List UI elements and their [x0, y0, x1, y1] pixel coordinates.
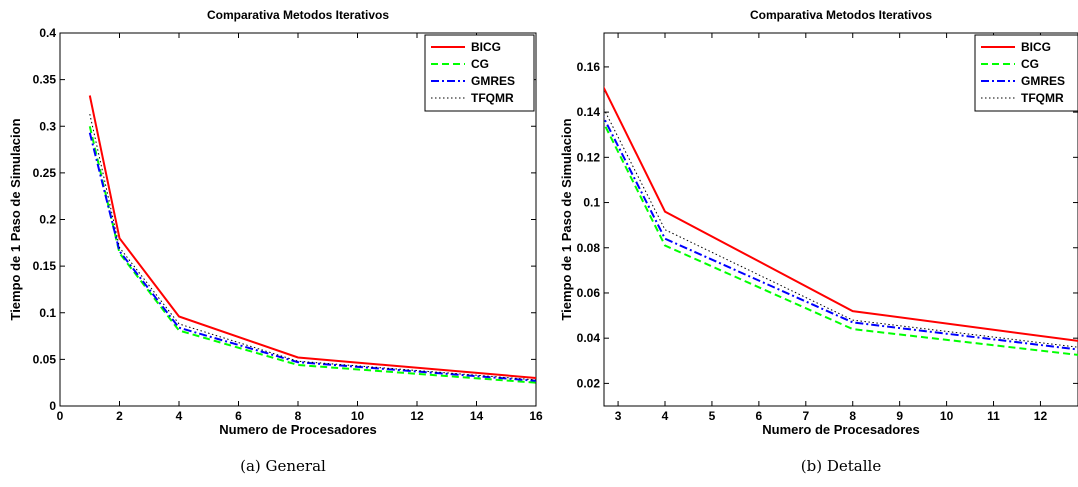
chart-panel-1: Comparativa Metodos Iterativos 0 2 4 6 8 10 12 1… — [8, 8, 543, 475]
plot-area — [603, 32, 1078, 407]
x-tick-label: 16 — [529, 409, 543, 423]
series-line-tfqmr — [89, 113, 536, 381]
x-tick-label: 10 — [940, 409, 954, 423]
y-tick-label: 0.1 — [39, 306, 56, 320]
y-tick-label: 0.05 — [33, 352, 57, 366]
y-tick-label: 0.06 — [577, 286, 601, 300]
x-tick-label: 12 — [1034, 409, 1048, 423]
x-tick-label: 14 — [470, 409, 484, 423]
y-tick-label: 0.15 — [33, 259, 57, 273]
x-axis-label: Numero de Procesadores — [762, 422, 920, 437]
y-axis-label: Tiempo de 1 Paso de Simulacion — [559, 118, 574, 320]
y-tick-label: 0.04 — [577, 331, 601, 345]
y-tick-label: 0.3 — [39, 119, 56, 133]
x-tick-label: 8 — [295, 409, 302, 423]
x-tick-label: 8 — [849, 409, 856, 423]
y-axis-label: Tiempo de 1 Paso de Simulacion — [8, 118, 23, 320]
x-tick-label: 2 — [116, 409, 123, 423]
series-line-bicg — [604, 85, 1078, 342]
x-tick-label: 9 — [896, 409, 903, 423]
x-tick-label: 3 — [615, 409, 622, 423]
y-tick-label: 0 — [49, 399, 56, 413]
legend-label-bicg: BICG — [471, 40, 501, 54]
legend-label-cg: CG — [471, 57, 489, 71]
series-line-gmres — [88, 132, 536, 382]
x-tick-label: 0 — [57, 409, 64, 423]
x-tick-label: 5 — [709, 409, 716, 423]
x-tick-label: 6 — [756, 409, 763, 423]
y-tick-label: 0.16 — [577, 60, 601, 74]
y-tick-label: 0.2 — [39, 213, 56, 227]
y-tick-label: 0.12 — [577, 150, 601, 164]
x-tick-label: 10 — [351, 409, 365, 423]
x-axis-label: Numero de Procesadores — [219, 422, 377, 437]
y-tick-label: 0.14 — [577, 105, 601, 119]
x-tick-label: 6 — [235, 409, 242, 423]
y-tick-label: 0.25 — [33, 166, 57, 180]
x-tick-label: 11 — [987, 409, 1000, 423]
figure-caption: (b) Detalle — [801, 457, 882, 475]
figure-caption: (a) General — [240, 457, 326, 475]
x-tick-label: 12 — [410, 409, 424, 423]
legend-label-bicg: BICG — [1021, 40, 1051, 54]
legend: BICG CG GMRES TFQMR — [424, 34, 535, 112]
legend-label-cg: CG — [1021, 57, 1039, 71]
legend-label-gmres: GMRES — [471, 74, 515, 88]
chart-title: Comparativa Metodos Iterativos — [207, 8, 389, 22]
legend-label-tfqmr: TFQMR — [471, 91, 514, 105]
series-line-gmres — [604, 116, 1078, 351]
series-line-bicg — [88, 95, 536, 379]
y-tick-label: 0.08 — [577, 241, 601, 255]
y-tick-label: 0.02 — [577, 376, 601, 390]
series-line-cg — [604, 121, 1078, 356]
series-line-cg — [88, 126, 536, 384]
legend: BICG CG GMRES TFQMR — [974, 34, 1078, 112]
x-tick-label: 4 — [662, 409, 669, 423]
legend-label-gmres: GMRES — [1021, 74, 1065, 88]
y-tick-label: 0.1 — [583, 196, 600, 210]
series-group — [604, 85, 1078, 356]
y-tick-label: 0.4 — [39, 26, 56, 40]
y-tick-label: 0.35 — [33, 73, 57, 87]
x-tick-label: 4 — [176, 409, 183, 423]
legend-label-tfqmr: TFQMR — [1021, 91, 1064, 105]
chart-panel-2: Comparativa Metodos Iterativos 3 4 5 6 7 8 9 10 1… — [559, 8, 1078, 475]
chart-title: Comparativa Metodos Iterativos — [750, 8, 932, 22]
x-tick-label: 7 — [802, 409, 809, 423]
series-group — [88, 95, 536, 384]
series-line-tfqmr — [604, 108, 1078, 348]
